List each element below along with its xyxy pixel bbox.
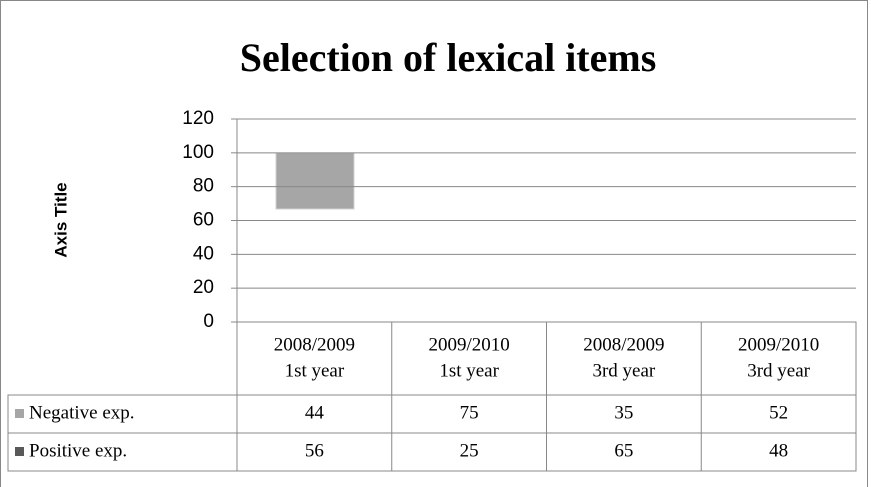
table-value: 25: [460, 440, 479, 461]
x-tick-label: 1st year: [439, 360, 499, 381]
legend-label: Negative exp.: [29, 402, 135, 423]
y-tick-label: 40: [193, 243, 214, 264]
x-tick-label: 2009/2010: [738, 334, 819, 355]
table-value: 44: [305, 402, 325, 423]
x-tick-label: 2008/2009: [274, 334, 355, 355]
y-tick-label: 60: [193, 210, 214, 231]
y-tick-label: 0: [203, 311, 214, 332]
x-tick-label: 3rd year: [592, 360, 655, 381]
table-value: 56: [305, 440, 324, 461]
chart-title: Selection of lexical items: [240, 35, 657, 80]
x-tick-label: 2009/2010: [428, 334, 509, 355]
rendered-box: [275, 152, 355, 210]
table-value: 75: [460, 402, 479, 423]
legend-swatch: [15, 409, 24, 418]
table-value: 65: [614, 440, 633, 461]
y-tick-label: 120: [182, 108, 214, 129]
table-value: 48: [769, 440, 788, 461]
table-value: 35: [614, 402, 633, 423]
x-tick-label: 2008/2009: [583, 334, 664, 355]
y-axis-title: Axis Title: [51, 182, 70, 257]
legend-swatch: [15, 447, 24, 456]
table-value: 52: [769, 402, 788, 423]
x-tick-label: 3rd year: [747, 360, 810, 381]
y-tick-label: 80: [193, 176, 214, 197]
legend-label: Positive exp.: [29, 440, 127, 461]
y-tick-label: 100: [182, 142, 214, 163]
y-tick-label: 20: [193, 277, 214, 298]
x-tick-label: 1st year: [285, 360, 345, 381]
table-row: [7, 432, 857, 472]
